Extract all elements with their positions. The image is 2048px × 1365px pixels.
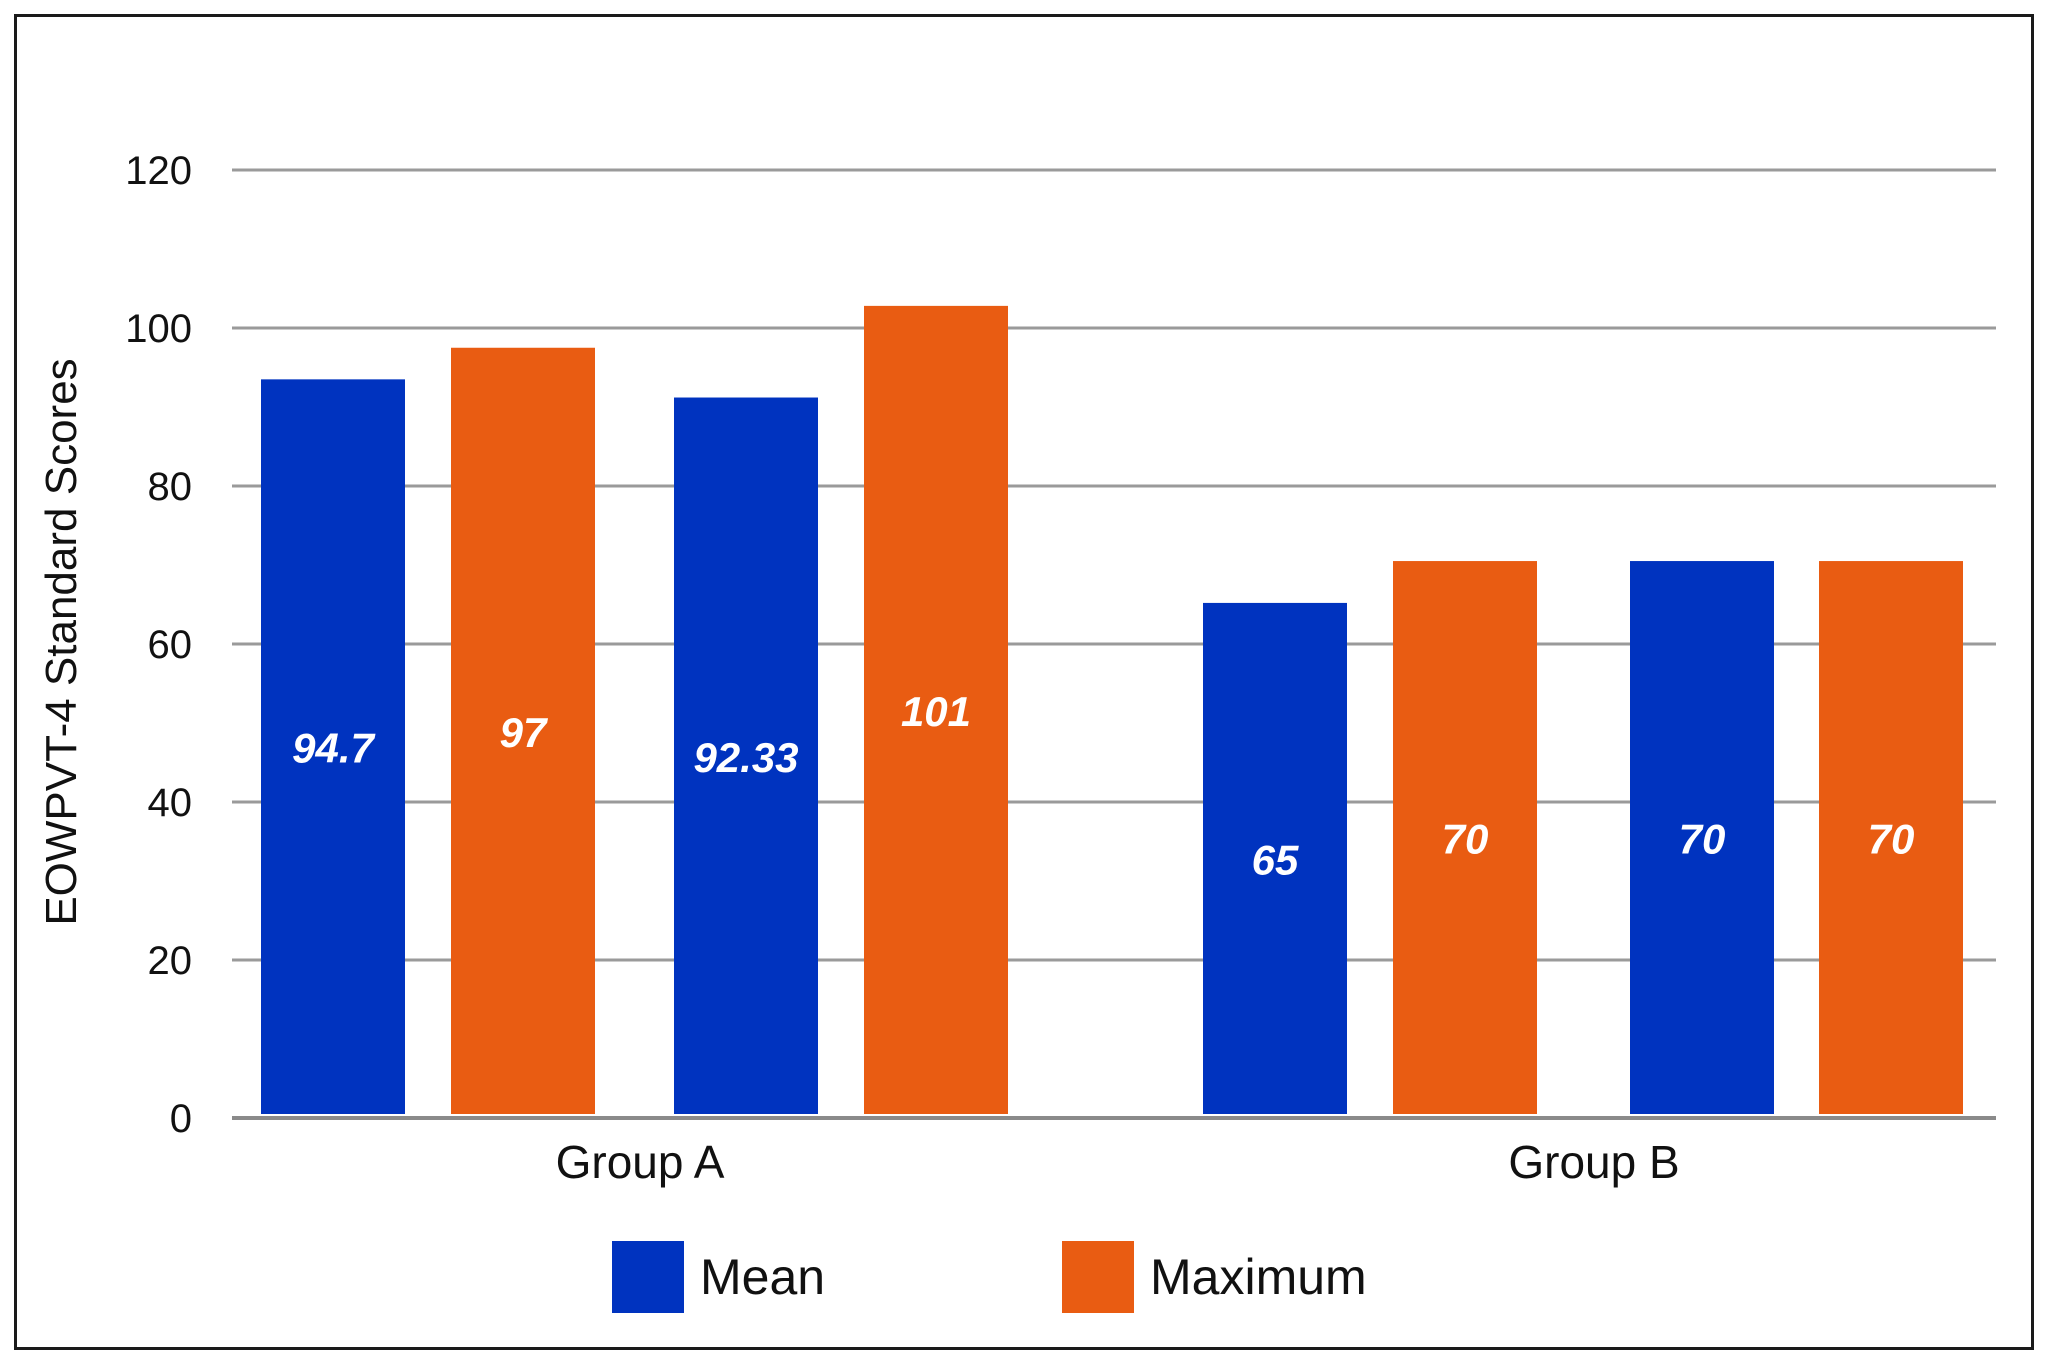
bar-value-label: 70 bbox=[1679, 816, 1726, 863]
y-tick-label: 40 bbox=[148, 781, 193, 825]
legend-label: Mean bbox=[700, 1249, 825, 1305]
legend-swatch bbox=[612, 1241, 684, 1313]
bar bbox=[1819, 561, 1963, 1114]
y-tick-label: 120 bbox=[125, 149, 192, 193]
bar-value-label: 101 bbox=[901, 688, 971, 735]
x-category-label: Group B bbox=[1508, 1136, 1679, 1188]
bars bbox=[261, 305, 1963, 1115]
legend-swatch bbox=[1062, 1241, 1134, 1313]
bar bbox=[1393, 561, 1537, 1114]
bar-value-label: 92.33 bbox=[693, 734, 798, 781]
bar-value-label: 97 bbox=[500, 709, 548, 756]
y-axis-label: EOWPVT-4 Standard Scores bbox=[37, 358, 86, 925]
bar bbox=[864, 305, 1008, 1114]
legend-label: Maximum bbox=[1150, 1249, 1367, 1305]
y-tick-label: 60 bbox=[148, 623, 193, 667]
legend: Mean Maximum bbox=[612, 1241, 1367, 1313]
y-tick-label: 100 bbox=[125, 307, 192, 351]
bar bbox=[1203, 602, 1347, 1114]
y-tick-label: 20 bbox=[148, 939, 193, 983]
bar-labels: 94.7 97 92.33 101 65 70 70 70 bbox=[292, 688, 1914, 884]
bar bbox=[1630, 561, 1774, 1114]
y-tick-label: 80 bbox=[148, 465, 193, 509]
x-category-label: Group A bbox=[556, 1136, 725, 1188]
bar-value-label: 65 bbox=[1252, 836, 1299, 883]
x-category-labels: Group A Group B bbox=[556, 1136, 1680, 1188]
bar bbox=[674, 397, 818, 1114]
bar-value-label: 94.7 bbox=[292, 725, 375, 772]
bar-value-label: 70 bbox=[1442, 816, 1489, 863]
y-tick-labels: 0 20 40 60 80 100 120 bbox=[125, 149, 192, 1141]
bar-value-label: 70 bbox=[1868, 816, 1915, 863]
y-tick-label: 0 bbox=[170, 1097, 192, 1141]
bar bbox=[451, 347, 595, 1114]
bar bbox=[261, 379, 405, 1115]
